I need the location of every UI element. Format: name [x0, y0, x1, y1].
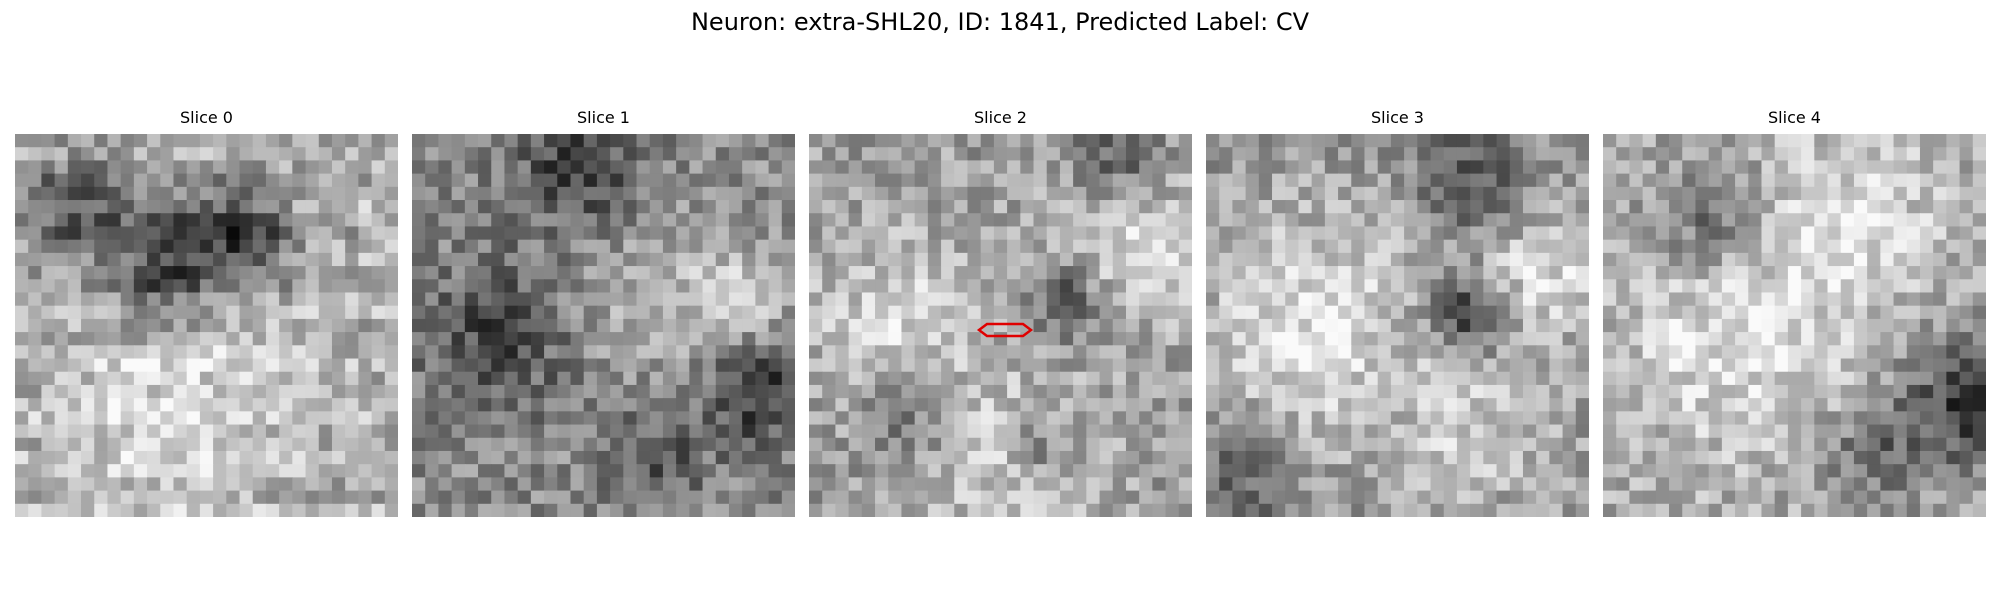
slice-title-3: Slice 3	[1371, 108, 1424, 127]
roi-marker	[976, 322, 1034, 338]
slice-image-3	[1206, 134, 1589, 517]
slice-image-4	[1603, 134, 1986, 517]
slice-title-0: Slice 0	[180, 108, 233, 127]
slice-title-2: Slice 2	[974, 108, 1027, 127]
slice-image-2	[809, 134, 1192, 517]
slice-image-1	[412, 134, 795, 517]
slice-title-1: Slice 1	[577, 108, 630, 127]
figure-title: Neuron: extra-SHL20, ID: 1841, Predicted…	[690, 8, 1310, 36]
slice-title-4: Slice 4	[1768, 108, 1821, 127]
slice-image-0	[15, 134, 398, 517]
